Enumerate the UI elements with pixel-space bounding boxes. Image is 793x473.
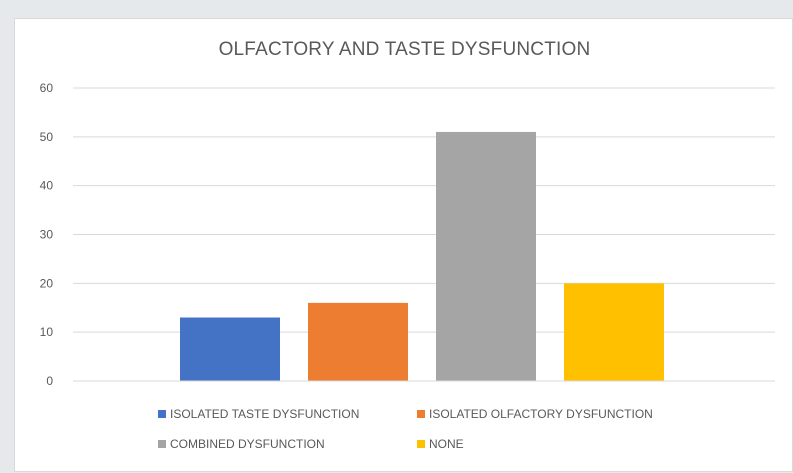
gridlines [73,87,775,333]
legend-item-combined: COMBINED DYSFUNCTION [158,437,325,451]
y-tick-label: 60 [40,81,54,95]
bar-3 [564,283,664,381]
chart-title: OLFACTORY AND TASTE DYSFUNCTION [218,39,591,60]
y-tick-label: 0 [46,374,53,388]
legend-swatch [417,410,425,418]
y-tick-label: 50 [40,130,54,144]
bar-chart: 0 10 20 30 40 50 60 [40,81,775,388]
legend-label: NONE [429,437,464,451]
bars [180,131,664,381]
legend-label: ISOLATED TASTE DYSFUNCTION [170,407,360,421]
y-tick-label: 30 [40,228,54,242]
legend-label: ISOLATED OLFACTORY DYSFUNCTION [429,407,653,421]
legend-swatch [417,440,425,448]
chart-card: OLFACTORY AND TASTE DYSFUNCTION 0 10 20 30 4… [14,18,793,472]
y-axis-ticks: 0 10 20 30 40 50 60 [40,81,54,388]
y-tick-label: 20 [40,276,54,290]
legend-item-isolated-olfactory: ISOLATED OLFACTORY DYSFUNCTION [417,407,653,421]
legend-swatch [158,440,166,448]
bar-2 [436,131,536,381]
y-tick-label: 40 [40,179,54,193]
legend-item-none: NONE [417,437,464,451]
legend-label: COMBINED DYSFUNCTION [170,437,325,451]
bar-0 [180,317,280,381]
legend-swatch [158,410,166,418]
y-tick-label: 10 [40,325,54,339]
bar-1 [308,302,408,381]
legend-item-isolated-taste: ISOLATED TASTE DYSFUNCTION [158,407,359,421]
